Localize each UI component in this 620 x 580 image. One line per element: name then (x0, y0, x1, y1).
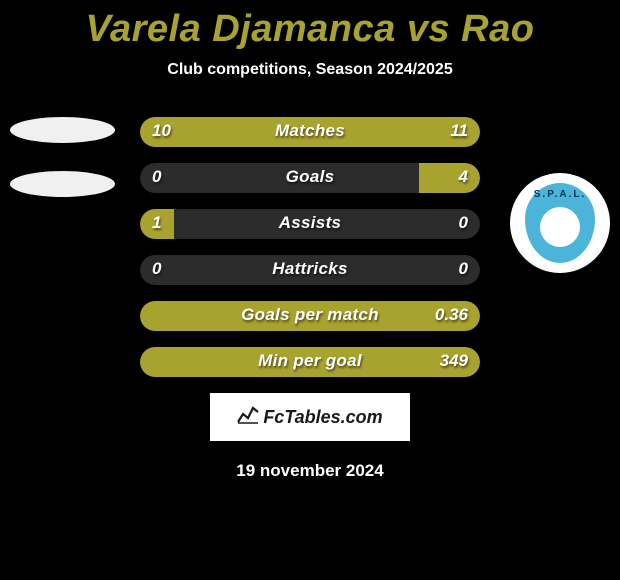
stat-label: Goals per match (140, 305, 480, 325)
stat-value-right: 0.36 (435, 305, 468, 325)
page-title: Varela Djamanca vs Rao (0, 0, 620, 51)
stat-value-right: 0 (459, 213, 468, 233)
player-right-badge: S.P.A.L. (510, 173, 610, 273)
placeholder-ellipse (10, 117, 115, 143)
stat-value-right: 4 (459, 167, 468, 187)
stat-row: Goals per match0.36 (140, 301, 480, 331)
placeholder-ellipse (10, 171, 115, 197)
stat-value-left: 1 (152, 213, 161, 233)
stat-label: Matches (140, 121, 480, 141)
stat-value-right: 11 (450, 121, 468, 141)
stat-rows: Matches1011Goals04Assists10Hattricks00Go… (140, 117, 480, 377)
crest-label: S.P.A.L. (525, 189, 595, 200)
stat-label: Goals (140, 167, 480, 187)
stat-value-left: 0 (152, 167, 161, 187)
player-left-badge (10, 111, 110, 211)
club-crest: S.P.A.L. (510, 173, 610, 273)
date-text: 19 november 2024 (0, 461, 620, 481)
stat-row: Matches10 11 (140, 117, 480, 147)
stat-row: Min per goal349 (140, 347, 480, 377)
brand-text: FcTables.com (263, 407, 382, 428)
stat-label: Min per goal (140, 351, 480, 371)
stat-row: Hattricks0 0 (140, 255, 480, 285)
comparison-content: S.P.A.L. Matches1011Goals04Assists10Hatt… (0, 117, 620, 481)
stat-label: Hattricks (140, 259, 480, 279)
stat-value-left: 0 (152, 259, 161, 279)
brand-icon (237, 406, 259, 429)
stat-value-left: 10 (152, 121, 171, 141)
stat-row: Assists1 0 (140, 209, 480, 239)
stat-row: Goals0 4 (140, 163, 480, 193)
stat-label: Assists (140, 213, 480, 233)
crest-shield: S.P.A.L. (525, 183, 595, 263)
crest-center (540, 207, 580, 247)
subtitle: Club competitions, Season 2024/2025 (0, 61, 620, 79)
brand-box: FcTables.com (210, 393, 410, 441)
stat-value-right: 349 (440, 351, 468, 371)
stat-value-right: 0 (459, 259, 468, 279)
